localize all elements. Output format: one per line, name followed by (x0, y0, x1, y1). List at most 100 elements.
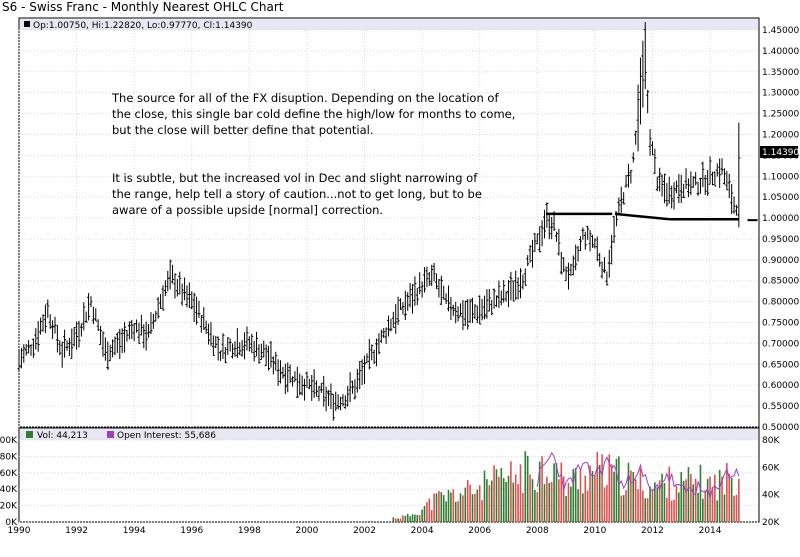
price-tick-label: 0.85000 (762, 277, 799, 287)
volume-bar (670, 500, 673, 522)
price-tick-label: 1.05000 (762, 193, 799, 203)
volume-bar (574, 467, 577, 522)
volume-bar (577, 489, 579, 522)
volume-bar (596, 452, 599, 522)
price-tick-label: 1.00000 (762, 214, 799, 224)
volume-bar (464, 487, 467, 522)
oi-tick-label: 40K (762, 491, 780, 501)
oi-legend-swatch (107, 431, 114, 438)
volume-bar (714, 474, 716, 522)
price-tick-label: 1.40000 (762, 47, 799, 57)
volume-bar (541, 456, 543, 522)
x-tick-label: 2002 (353, 526, 376, 536)
support-line (614, 212, 670, 221)
volume-bar (630, 470, 632, 522)
volume-bar (639, 468, 642, 522)
volume-bar (414, 514, 416, 522)
price-tick-label: 1.25000 (762, 110, 799, 120)
volume-bar (452, 489, 455, 522)
volume-bar (430, 510, 433, 522)
price-tick-label: 0.65000 (762, 360, 799, 370)
volume-bar (402, 515, 404, 522)
volume-bar (442, 495, 445, 522)
volume-bar (565, 495, 567, 522)
price-bars (17, 22, 741, 421)
volume-bar (570, 486, 572, 522)
volume-bar (481, 500, 483, 522)
volume-tick-label: 20K (0, 502, 18, 512)
volume-bar (510, 461, 512, 522)
volume-bar (694, 478, 697, 522)
volume-bar (500, 468, 503, 522)
price-tick-label: 0.50000 (762, 423, 799, 433)
volume-bar (411, 514, 414, 522)
oi-tick-label: 60K (762, 463, 780, 473)
volume-bar (531, 479, 534, 522)
volume-bar (716, 500, 719, 522)
volume-bar (627, 462, 630, 522)
volume-bar (615, 458, 618, 522)
volume-bar (735, 494, 738, 522)
price-tick-label: 0.90000 (762, 256, 799, 266)
volume-bar (555, 463, 558, 522)
volume-bar (428, 498, 431, 522)
volume-bar (466, 479, 469, 522)
volume-bar (560, 462, 563, 522)
price-tick-label: 1.45000 (762, 26, 799, 36)
volume-bar (594, 475, 596, 522)
volume-bar (478, 485, 481, 522)
volume-bar (469, 484, 471, 522)
volume-bar (567, 482, 570, 522)
price-tick-label: 1.35000 (762, 68, 799, 78)
volume-bar (416, 515, 419, 522)
x-tick-label: 1990 (8, 526, 31, 536)
volume-bar (711, 487, 714, 522)
volume-bar (404, 515, 407, 522)
price-tick-label: 0.70000 (762, 339, 799, 349)
volume-bar (493, 465, 495, 522)
volume-bar (550, 481, 553, 522)
volume-bar (658, 480, 661, 522)
x-tick-label: 2012 (641, 526, 664, 536)
volume-bar (709, 476, 711, 522)
volume-bar (529, 474, 531, 522)
annotation-line-3: but the close will better define that po… (112, 123, 374, 137)
volume-bar (397, 518, 399, 522)
last-price-label: 1.14390 (762, 148, 799, 158)
volume-bar (730, 477, 733, 522)
volume-bar (426, 502, 428, 522)
volume-bar (488, 485, 491, 522)
volume-bar (699, 464, 702, 522)
volume-bar (392, 517, 395, 522)
volume-grid (19, 439, 759, 523)
x-tick-label: 1996 (180, 526, 203, 536)
volume-bar (546, 476, 548, 522)
x-tick-label: 2000 (295, 526, 318, 536)
volume-bar (687, 467, 690, 522)
x-axis: 1990 1992 1994 1996 1998 2000 2002 2004 2006 2008… (8, 526, 722, 536)
volume-bar (471, 494, 474, 522)
volume-bar (726, 463, 728, 522)
volume-bar (718, 469, 721, 522)
volume-bar (651, 489, 654, 522)
volume-bar (582, 493, 584, 522)
volume-bar (486, 479, 488, 522)
volume-bar (534, 489, 536, 522)
volume-bar (421, 509, 423, 522)
volume-bar (721, 476, 723, 522)
volume-y-axis: 0K 20K 40K 60K 80K 100K 20K 40K 60K 80K (0, 436, 780, 528)
volume-bar (622, 495, 625, 522)
x-tick-label: 2014 (699, 526, 722, 536)
volume-bar (562, 476, 565, 522)
price-tick-label: 0.75000 (762, 319, 799, 329)
volume-bar (642, 490, 644, 522)
annotation-line-1: The source for all of the FX disuption. … (111, 91, 499, 105)
price-panel (18, 17, 760, 428)
chart-title: S6 - Swiss Franc - Monthly Nearest OHLC … (2, 0, 284, 14)
volume-bar (584, 475, 587, 522)
volume-panel-header (20, 429, 758, 440)
volume-bar (632, 472, 635, 522)
volume-bar (450, 492, 452, 522)
volume-bar (459, 493, 462, 522)
